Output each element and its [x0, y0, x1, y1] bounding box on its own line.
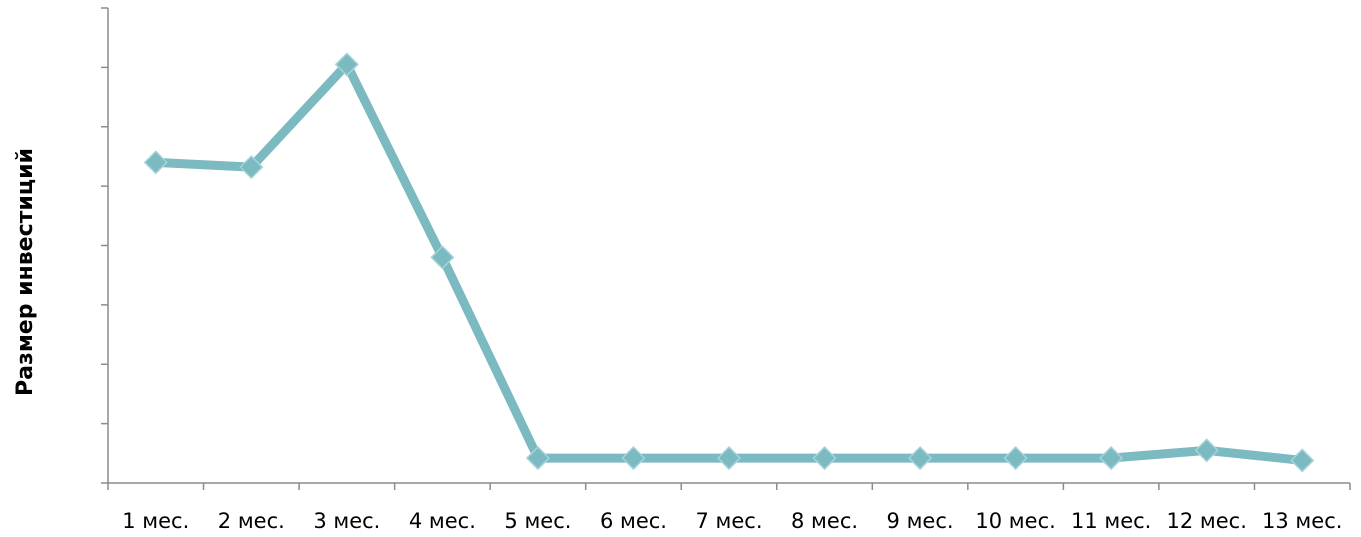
data-point [621, 446, 646, 471]
x-tick-labels: 1 мес. 2 мес. 3 мес. 4 мес. 5 мес. 6 мес. 7 ме… [122, 509, 1342, 533]
x-tick-label: 12 мес. [1166, 509, 1246, 533]
data-point [525, 446, 550, 471]
x-tick-label: 10 мес. [975, 509, 1055, 533]
y-axis-title: Размер инвестиций [13, 148, 38, 396]
x-tick-label: 1 мес. [122, 509, 189, 533]
x-tick-label: 5 мес. [504, 509, 571, 533]
data-point [908, 446, 933, 471]
data-point [1003, 446, 1028, 471]
x-tick-label: 3 мес. [313, 509, 380, 533]
x-tick-label: 11 мес. [1071, 509, 1151, 533]
x-tick-label: 4 мес. [409, 509, 476, 533]
x-tick-label: 9 мес. [887, 509, 954, 533]
y-axis [101, 7, 109, 484]
x-tick-label: 2 мес. [218, 509, 285, 533]
x-tick-label: 7 мес. [695, 509, 762, 533]
x-tick-label: 13 мес. [1262, 509, 1342, 533]
x-axis [107, 482, 1351, 490]
data-point [239, 155, 264, 180]
data-point [1194, 438, 1219, 463]
x-tick-label: 6 мес. [600, 509, 667, 533]
x-tick-label: 8 мес. [791, 509, 858, 533]
data-point [1099, 446, 1124, 471]
data-point [143, 150, 168, 175]
data-point [1290, 448, 1315, 473]
data-point [334, 52, 359, 77]
data-point [430, 245, 455, 270]
data-point [716, 446, 742, 471]
data-point [812, 446, 837, 471]
series-line [151, 59, 1307, 465]
series-layer [143, 52, 1315, 473]
